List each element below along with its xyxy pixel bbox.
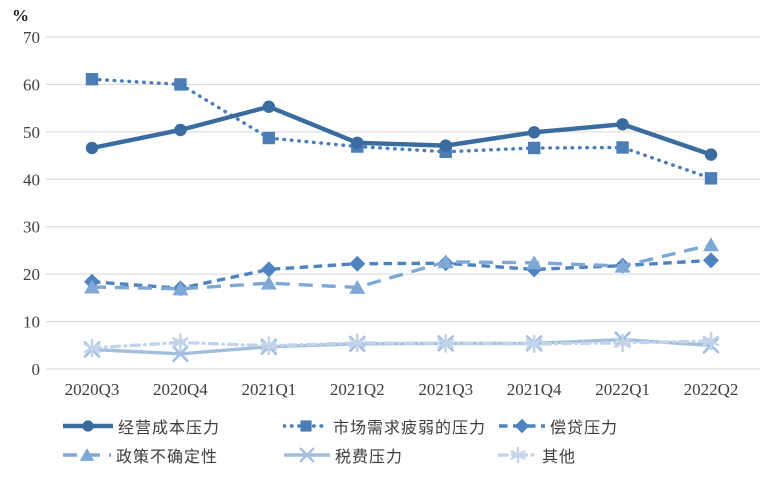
x-tick-label-2021Q2: 2021Q2 [330, 380, 385, 399]
x-tick-label-2021Q1: 2021Q1 [241, 380, 296, 399]
square-marker [85, 73, 99, 86]
asterisk-marker [437, 338, 455, 349]
asterisk-marker [260, 340, 278, 352]
legend-item-偿贷压力: 偿贷压力 [498, 414, 618, 438]
x-tick-label-2020Q3: 2020Q3 [65, 380, 120, 399]
legend-label: 其他 [542, 449, 577, 466]
asterisk-marker [172, 337, 189, 348]
circle-marker [262, 100, 276, 113]
square-marker [704, 172, 718, 185]
triangle-marker [349, 279, 366, 294]
x-tick-label-2022Q2: 2022Q2 [684, 380, 739, 399]
legend-triangle-sample [63, 448, 111, 461]
asterisk-marker [83, 342, 101, 354]
x-tick-label-2020Q4: 2020Q4 [153, 380, 208, 399]
legend-circle-sample [63, 420, 113, 432]
triangle-marker [79, 448, 95, 461]
legend-label: 市场需求疲弱的压力 [333, 420, 487, 437]
square-marker [616, 141, 629, 154]
triangle-marker [172, 281, 189, 296]
legend-label: 税费压力 [335, 449, 404, 466]
legend-item-税费压力: 税费压力 [283, 443, 403, 467]
y-tick-label-60: 60 [23, 75, 40, 94]
circle-marker [174, 123, 187, 137]
asterisk-marker [702, 335, 720, 347]
x-tick-label-2021Q4: 2021Q4 [507, 380, 562, 399]
legend-item-市场需求疲弱的压力: 市场需求疲弱的压力 [283, 414, 486, 438]
circle-marker [85, 141, 99, 155]
legend-item-其他: 其他 [498, 443, 576, 467]
triangle-marker [526, 255, 543, 270]
series-line-其他 [90, 339, 713, 350]
legend-label: 偿贷压力 [550, 420, 619, 437]
square-marker [300, 420, 312, 432]
legend-diamond-sample [499, 418, 545, 434]
triangle-marker [703, 237, 720, 252]
series-line-税费压力 [91, 337, 712, 356]
legend-x-sample [284, 447, 330, 463]
circle-marker [351, 136, 364, 149]
series-line-经营成本压力 [91, 104, 712, 157]
asterisk-marker [525, 338, 543, 350]
x-marker [299, 447, 315, 463]
diamond-marker [703, 252, 720, 269]
y-axis-unit-label: % [12, 6, 29, 25]
circle-marker [82, 420, 94, 432]
legend-asterisk-sample [498, 446, 538, 464]
square-marker [262, 131, 276, 145]
circle-marker [527, 126, 541, 139]
series-line-市场需求疲弱的压力 [90, 77, 713, 181]
y-tick-label-70: 70 [23, 28, 40, 47]
y-tick-label-0: 0 [32, 360, 41, 379]
diamond-marker [514, 418, 530, 434]
circle-marker [439, 139, 452, 152]
diamond-marker [349, 255, 366, 272]
legend-square-sample [283, 420, 329, 432]
legend-label: 经营成本压力 [118, 420, 221, 437]
x-tick-label-2022Q1: 2022Q1 [595, 380, 650, 399]
asterisk-marker [348, 337, 366, 349]
triangle-marker [84, 279, 100, 294]
square-marker [174, 78, 187, 91]
series-line-政策不确定性 [91, 243, 712, 291]
x-marker [172, 345, 189, 363]
y-tick-label-50: 50 [23, 123, 40, 142]
legend-item-经营成本压力: 经营成本压力 [62, 414, 220, 438]
triangle-marker [437, 254, 454, 269]
y-tick-label-10: 10 [23, 313, 40, 332]
y-tick-label-20: 20 [23, 265, 40, 284]
legend-label: 政策不确定性 [116, 449, 219, 466]
asterisk-marker [614, 337, 631, 349]
circle-marker [704, 148, 718, 161]
y-tick-label-40: 40 [23, 170, 40, 189]
diamond-marker [260, 261, 277, 278]
circle-marker [616, 118, 629, 131]
triangle-marker [614, 258, 631, 273]
x-tick-label-2021Q3: 2021Q3 [418, 380, 473, 399]
legend-item-政策不确定性: 政策不确定性 [62, 443, 218, 467]
y-tick-label-30: 30 [23, 218, 40, 237]
square-marker [527, 141, 541, 155]
triangle-marker [260, 275, 277, 290]
